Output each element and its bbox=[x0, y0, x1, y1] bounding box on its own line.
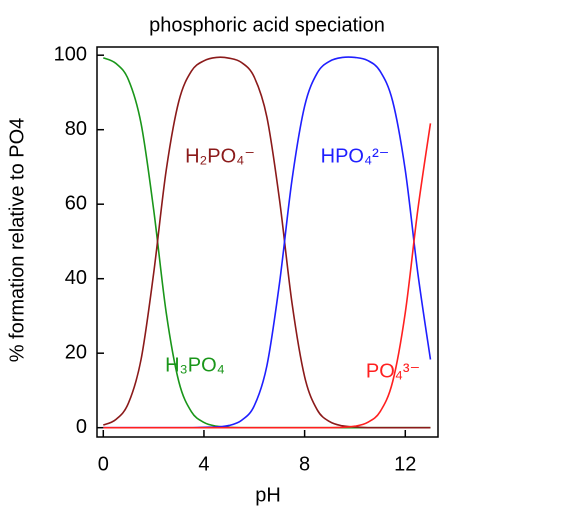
series-label: PO₄³⁻ bbox=[366, 360, 420, 382]
y-tick-label: 80 bbox=[65, 118, 87, 140]
x-tick-label: 8 bbox=[299, 453, 310, 475]
series-line bbox=[103, 123, 432, 429]
y-tick-label: 0 bbox=[76, 416, 87, 438]
y-tick-label: 100 bbox=[54, 43, 87, 65]
series-line bbox=[102, 56, 431, 429]
series-label: HPO₄²⁻ bbox=[321, 145, 390, 167]
x-axis-label: pH bbox=[255, 484, 281, 506]
plot-frame bbox=[96, 46, 439, 438]
x-tick-label: 4 bbox=[198, 453, 209, 475]
y-tick-label: 60 bbox=[65, 192, 87, 214]
series-label: H₃PO₄ bbox=[165, 354, 225, 376]
chart-title: phosphoric acid speciation bbox=[149, 14, 385, 36]
y-tick-label: 40 bbox=[65, 267, 87, 289]
x-tick-label: 12 bbox=[394, 453, 416, 475]
y-tick-label: 20 bbox=[65, 341, 87, 363]
series-label: H₂PO₄⁻ bbox=[185, 145, 255, 167]
x-tick-label: 0 bbox=[98, 453, 109, 475]
y-axis-label: % formation relative to PO4 bbox=[6, 118, 28, 363]
